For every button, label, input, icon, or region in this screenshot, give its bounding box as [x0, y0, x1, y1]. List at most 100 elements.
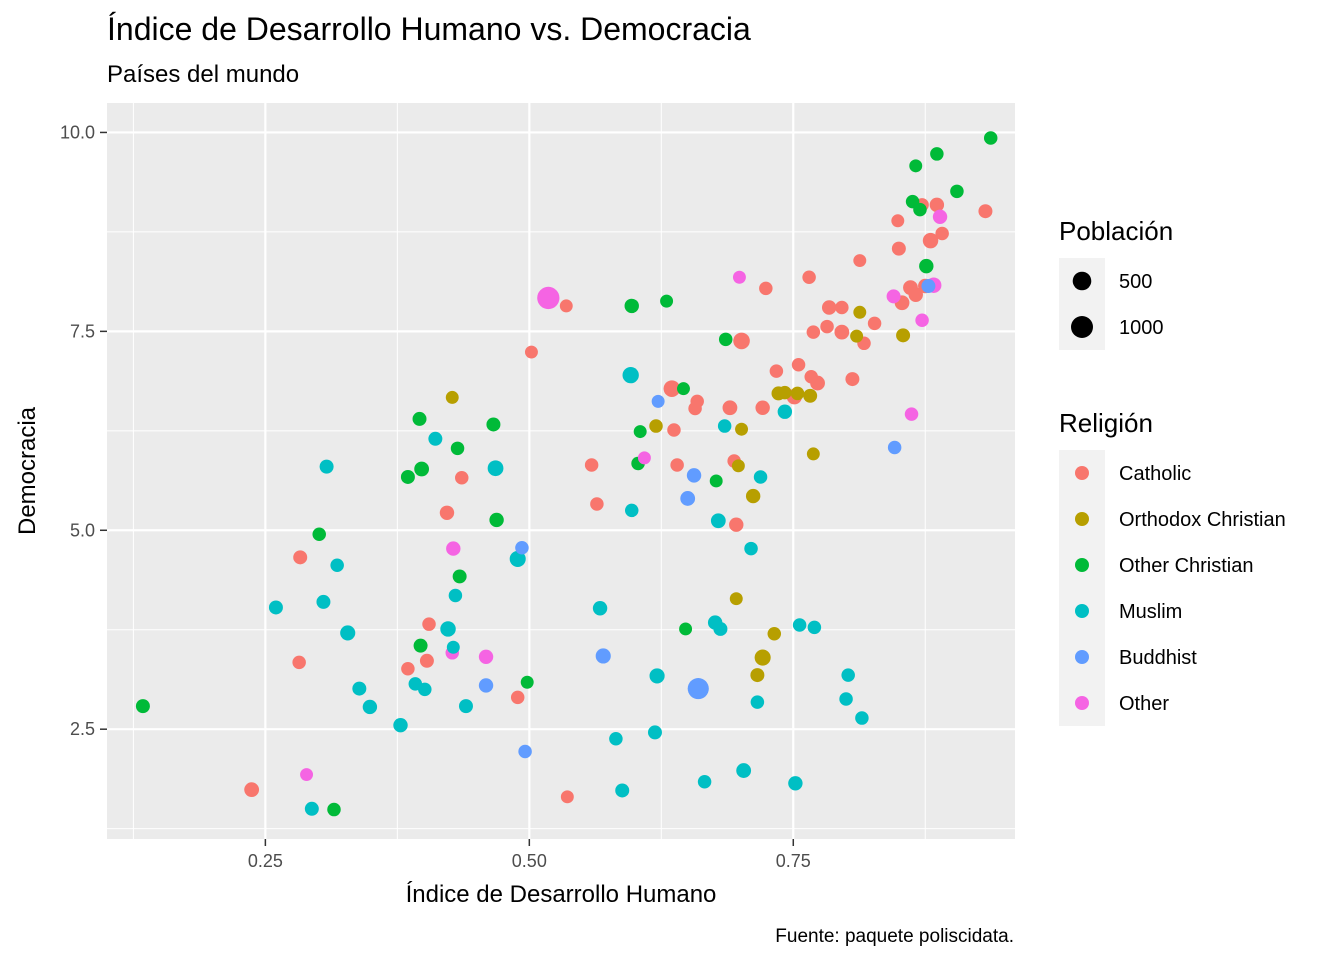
data-point: [327, 802, 341, 817]
data-point: [731, 459, 745, 473]
data-point: [300, 768, 314, 782]
data-point: [713, 621, 728, 636]
y-tick-label: 5.0: [70, 520, 95, 540]
color-legend-keys-bg: [1059, 450, 1105, 726]
data-point: [520, 675, 534, 689]
color-legend-label: Orthodox Christian: [1119, 509, 1286, 531]
data-point: [413, 638, 428, 653]
data-point: [609, 731, 623, 746]
data-point: [450, 441, 465, 456]
data-point: [729, 592, 743, 606]
data-point: [777, 404, 793, 419]
data-point: [932, 209, 948, 224]
data-point: [908, 287, 923, 302]
data-point: [439, 505, 455, 520]
data-point: [767, 626, 782, 641]
data-point: [887, 440, 902, 455]
data-point: [750, 668, 765, 683]
color-legend-label: Other: [1119, 693, 1169, 715]
data-point: [680, 491, 696, 506]
data-point: [839, 692, 853, 706]
data-point: [537, 286, 560, 310]
data-point: [709, 474, 723, 488]
data-point: [419, 653, 434, 668]
data-point: [412, 411, 427, 426]
data-point: [729, 517, 744, 532]
data-point: [510, 690, 525, 705]
data-point: [710, 513, 726, 529]
data-point: [624, 503, 639, 518]
data-point: [950, 184, 964, 199]
data-point: [677, 382, 690, 396]
data-point: [518, 744, 532, 759]
data-point: [806, 325, 821, 339]
data-point: [592, 601, 608, 616]
data-point: [560, 790, 574, 804]
data-point: [418, 682, 432, 697]
data-point: [268, 600, 283, 615]
data-point: [489, 512, 504, 528]
data-point: [935, 226, 949, 241]
color-legend-label: Muslim: [1119, 601, 1182, 623]
y-tick-label: 10.0: [60, 122, 95, 142]
y-tick-label: 7.5: [70, 321, 95, 341]
data-point: [886, 289, 901, 304]
chart-caption: Fuente: paquete poliscidata.: [775, 926, 1014, 947]
data-point: [722, 400, 738, 416]
data-point: [834, 324, 850, 340]
data-point: [803, 388, 818, 403]
data-point: [401, 661, 415, 676]
data-point: [853, 254, 867, 268]
data-point: [891, 241, 906, 256]
data-point: [855, 711, 869, 725]
data-point: [735, 422, 749, 436]
data-point: [769, 364, 784, 378]
color-legend-title: Religión: [1059, 408, 1153, 438]
size-legend-key: [1072, 271, 1092, 291]
y-axis-title: Democracia: [14, 406, 41, 535]
data-point: [455, 471, 469, 485]
data-point: [853, 305, 867, 319]
data-point: [670, 458, 684, 472]
data-point: [821, 300, 837, 315]
data-point: [660, 294, 674, 308]
x-axis-title: Índice de Desarrollo Humano: [406, 881, 717, 908]
data-point: [978, 204, 993, 219]
data-point: [649, 668, 665, 684]
minor-gridlines: [107, 103, 1015, 839]
data-point: [478, 649, 494, 664]
data-point: [717, 419, 732, 433]
data-point: [647, 725, 662, 740]
x-tick-label: 0.25: [248, 851, 283, 871]
size-legend-label: 500: [1119, 271, 1152, 293]
data-point: [595, 648, 611, 664]
data-point: [788, 776, 803, 791]
data-point: [649, 419, 663, 433]
y-tick-label: 2.5: [70, 719, 95, 739]
data-point: [590, 497, 604, 511]
data-point: [790, 386, 805, 401]
data-point: [292, 655, 306, 670]
data-point: [909, 159, 923, 173]
color-legend: Religión Catholic Orthodox Christian Other…: [1059, 408, 1286, 726]
data-point: [921, 279, 936, 293]
data-point: [679, 622, 693, 636]
data-point: [352, 681, 367, 696]
data-point: [922, 232, 939, 249]
data-point: [896, 328, 911, 343]
data-point: [820, 319, 834, 334]
data-point: [330, 558, 344, 573]
data-point: [697, 774, 712, 789]
data-point: [891, 214, 905, 228]
data-point: [244, 782, 260, 798]
size-legend-label: 1000: [1119, 317, 1164, 339]
size-legend-key: [1071, 316, 1093, 338]
data-point: [686, 468, 702, 483]
data-points: [135, 131, 998, 817]
data-point: [400, 469, 415, 484]
data-point: [452, 569, 467, 584]
color-legend-key: [1075, 466, 1089, 480]
data-point: [806, 447, 820, 461]
data-point: [732, 270, 746, 284]
data-point: [440, 621, 456, 637]
